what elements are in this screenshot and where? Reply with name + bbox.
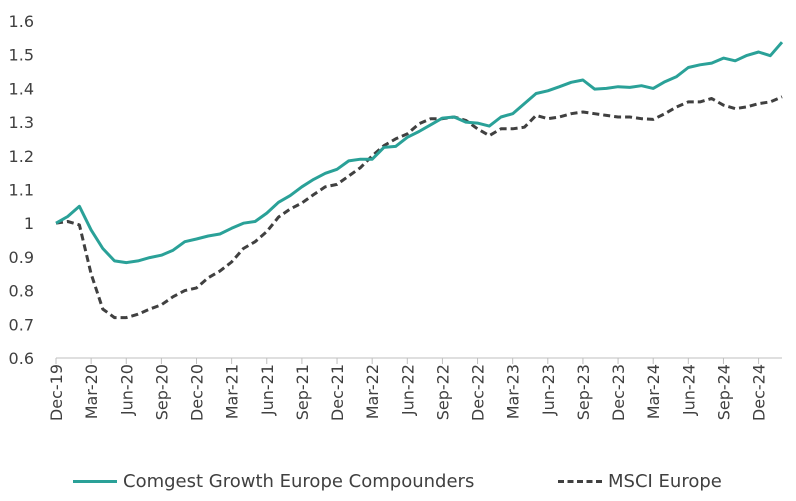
legend: Comgest Growth Europe Compounders MSCI E…	[0, 466, 796, 496]
y-tick-label: 1	[24, 214, 34, 233]
x-tick-label: Dec-21	[328, 364, 347, 421]
x-tick-label: Mar-23	[504, 364, 523, 419]
series-line-msci-europe	[55, 95, 783, 320]
y-tick-label: 1.5	[9, 46, 34, 65]
legend-item-comgest: Comgest Growth Europe Compounders	[73, 466, 474, 496]
x-tick-label: Mar-22	[363, 364, 382, 419]
x-tick-label: Dec-22	[469, 364, 488, 421]
x-tick-label: Dec-23	[609, 364, 628, 421]
x-tick-label: Jun-24	[679, 364, 698, 416]
y-tick-label: 1.2	[9, 147, 34, 166]
legend-label-msci: MSCI Europe	[608, 470, 722, 492]
series-line-comgest-growth-europe-compounders	[55, 41, 784, 265]
x-tick-label: Mar-21	[223, 364, 242, 419]
x-tick-label: Jun-20	[117, 364, 136, 416]
y-tick-label: 0.6	[9, 349, 34, 368]
y-tick-label: 0.7	[9, 315, 34, 334]
x-axis: Dec-19 Mar-20 Jun-20 Sep-20 Dec-20 Mar-21 Jun-…	[47, 357, 782, 421]
y-tick-label: 1.6	[9, 12, 34, 31]
y-tick-label: 1.1	[9, 181, 34, 200]
y-tick-label: 1.4	[9, 79, 34, 98]
legend-swatch-msci	[558, 479, 602, 483]
x-tick-label: Dec-19	[47, 364, 66, 421]
x-tick-label: Jun-23	[539, 364, 558, 416]
legend-label-comgest: Comgest Growth Europe Compounders	[123, 470, 475, 492]
x-tick-label: Jun-21	[258, 364, 277, 416]
y-tick-label: 0.9	[9, 248, 34, 267]
x-tick-label: Mar-24	[644, 364, 663, 419]
x-tick-label: Jun-22	[398, 364, 417, 416]
x-tick-label: Dec-20	[188, 364, 207, 421]
x-tick-label: Sep-24	[714, 364, 733, 420]
x-tick-label: Sep-23	[574, 364, 593, 420]
x-tick-label: Sep-22	[433, 364, 452, 420]
y-axis: 0.6 0.7 0.8 0.9 1 1.1 1.2 1.3 1.4 1.5 1.6	[9, 12, 34, 368]
x-tick-label: Sep-21	[293, 364, 312, 420]
y-tick-label: 0.8	[9, 282, 34, 301]
legend-swatch-comgest	[73, 479, 117, 483]
x-tick-label: Sep-20	[152, 364, 171, 420]
legend-item-msci: MSCI Europe	[558, 466, 722, 496]
y-tick-label: 1.3	[9, 113, 34, 132]
series-layer	[55, 41, 784, 320]
x-tick-label: Mar-20	[82, 364, 101, 419]
x-tick-label: Dec-24	[750, 364, 769, 421]
